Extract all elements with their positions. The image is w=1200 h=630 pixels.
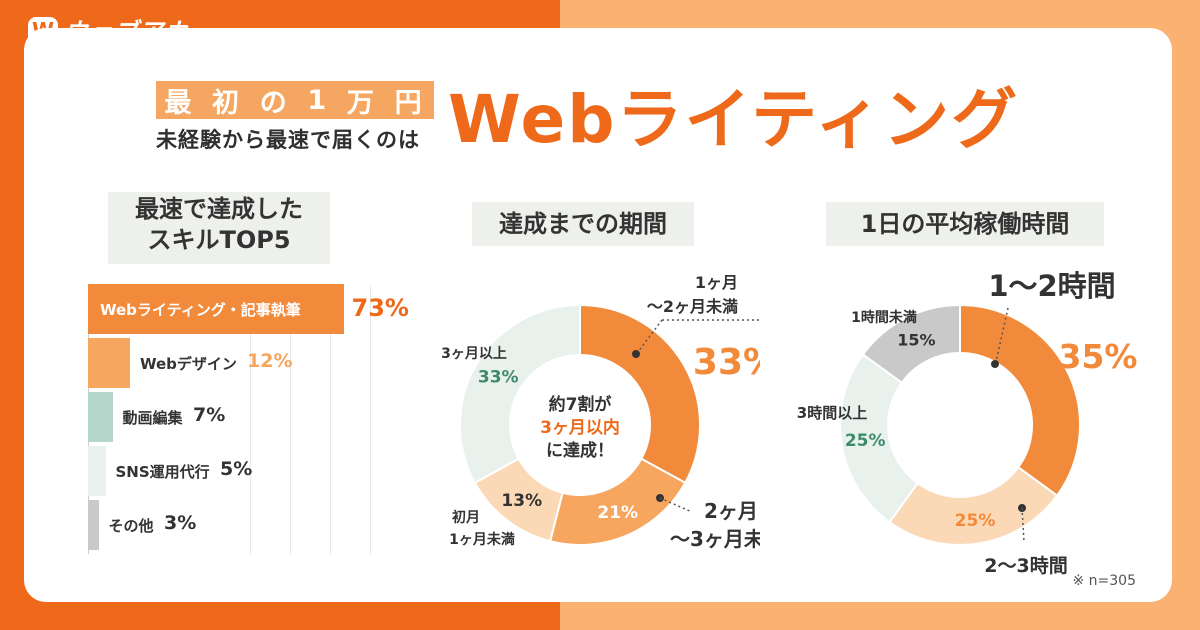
center-text-line3: に達成！ [546, 440, 614, 461]
skill-bar-value: 5% [220, 458, 253, 480]
slice-value-label: 35% [1059, 337, 1138, 376]
donut-slice [959, 303, 1081, 497]
leader-line [995, 307, 1009, 363]
slice-value-label: 21% [597, 503, 638, 523]
hero-tag-char: の [259, 87, 291, 119]
slice-label: 1ヶ月未満 [449, 531, 515, 548]
skills-title-line: 最速で達成した [135, 195, 303, 223]
slice-label: 2ヶ月 [704, 499, 758, 523]
slice-value-label: 25% [955, 511, 996, 531]
skill-bar-value: 7% [193, 404, 226, 426]
sample-size-note: ※ n=305 [1072, 573, 1136, 589]
skill-bar [88, 446, 106, 496]
skill-bar [88, 500, 99, 550]
leader-line [659, 497, 693, 513]
skill-bar-label: 動画編集 [122, 409, 183, 427]
center-text-line1: 約7割が [549, 394, 612, 415]
slice-value-label: 33% [478, 368, 519, 388]
slice-value-label: 33% [693, 342, 760, 383]
skill-bar-value: 73% [351, 294, 409, 322]
leader-line [637, 319, 663, 353]
hero-tag-char: 初 [212, 87, 244, 119]
hero-tag-char: 円 [394, 87, 426, 119]
skill-bar-label: SNS運用代行 [115, 463, 210, 481]
duration-section-title: 達成までの期間 [472, 202, 694, 246]
slice-label: 1〜2時間 [988, 269, 1115, 303]
slice-value-label: 13% [501, 491, 542, 511]
slice-label: 〜3ヶ月未満 [670, 527, 760, 551]
donut-slice [459, 303, 581, 485]
bar-gridline [290, 286, 291, 554]
hours-section-title: 1日の平均稼働時間 [826, 202, 1104, 246]
skill-bar-label: Webライティング・記事執筆 [100, 301, 301, 319]
skill-bar [88, 338, 130, 388]
hero-tag-char: 最 [164, 87, 196, 119]
bar-gridline [330, 286, 331, 554]
donut-slice [579, 303, 701, 485]
donut-slice [548, 457, 687, 546]
hero-tag: 最 初 の 1 万 円 [156, 81, 434, 119]
slice-value-label: 15% [897, 330, 935, 349]
skill-bar [88, 284, 344, 334]
donut-slice [839, 353, 920, 524]
slice-label: 1ヶ月 [695, 273, 738, 292]
bar-gridline [370, 286, 371, 554]
slice-label: 2〜3時間 [984, 555, 1067, 577]
slice-value-label: 25% [845, 431, 886, 451]
skill-bar-value: 3% [164, 512, 197, 534]
skill-bar [88, 392, 113, 442]
donut-slice [861, 303, 961, 385]
center-text-line2: 3ヶ月以内 [540, 417, 620, 438]
slice-label: 3時間以上 [797, 404, 867, 422]
hero-tag-char: 1 [307, 84, 331, 116]
slice-label: 初月 [452, 509, 480, 526]
hero-title: Webライティング [448, 81, 1020, 158]
hours-donut-chart: 25% 25% 15% 1〜2時間 35% 2〜3時間 3時間以上 1時間未満 [797, 269, 1138, 577]
hero-tag-char: 万 [346, 87, 378, 119]
slice-label: 3ヶ月以上 [441, 346, 507, 362]
skills-title-line: スキルTOP5 [147, 226, 291, 254]
slice-label: 1時間未満 [851, 309, 917, 326]
skill-bar-value: 12% [247, 350, 293, 372]
skills-section-title: 最速で達成した スキルTOP5 [108, 192, 330, 264]
slice-label: 〜2ヶ月未満 [647, 297, 738, 316]
skill-bar-label: その他 [108, 517, 154, 535]
skill-bar-label: Webデザイン [140, 355, 237, 373]
leader-dot [991, 360, 999, 368]
donut-slice [888, 465, 1059, 546]
bar-gridline [250, 286, 251, 554]
leader-line [1021, 507, 1025, 543]
leader-dot [632, 350, 640, 358]
hero-subtitle: 未経験から最速で届くのは [156, 128, 420, 152]
